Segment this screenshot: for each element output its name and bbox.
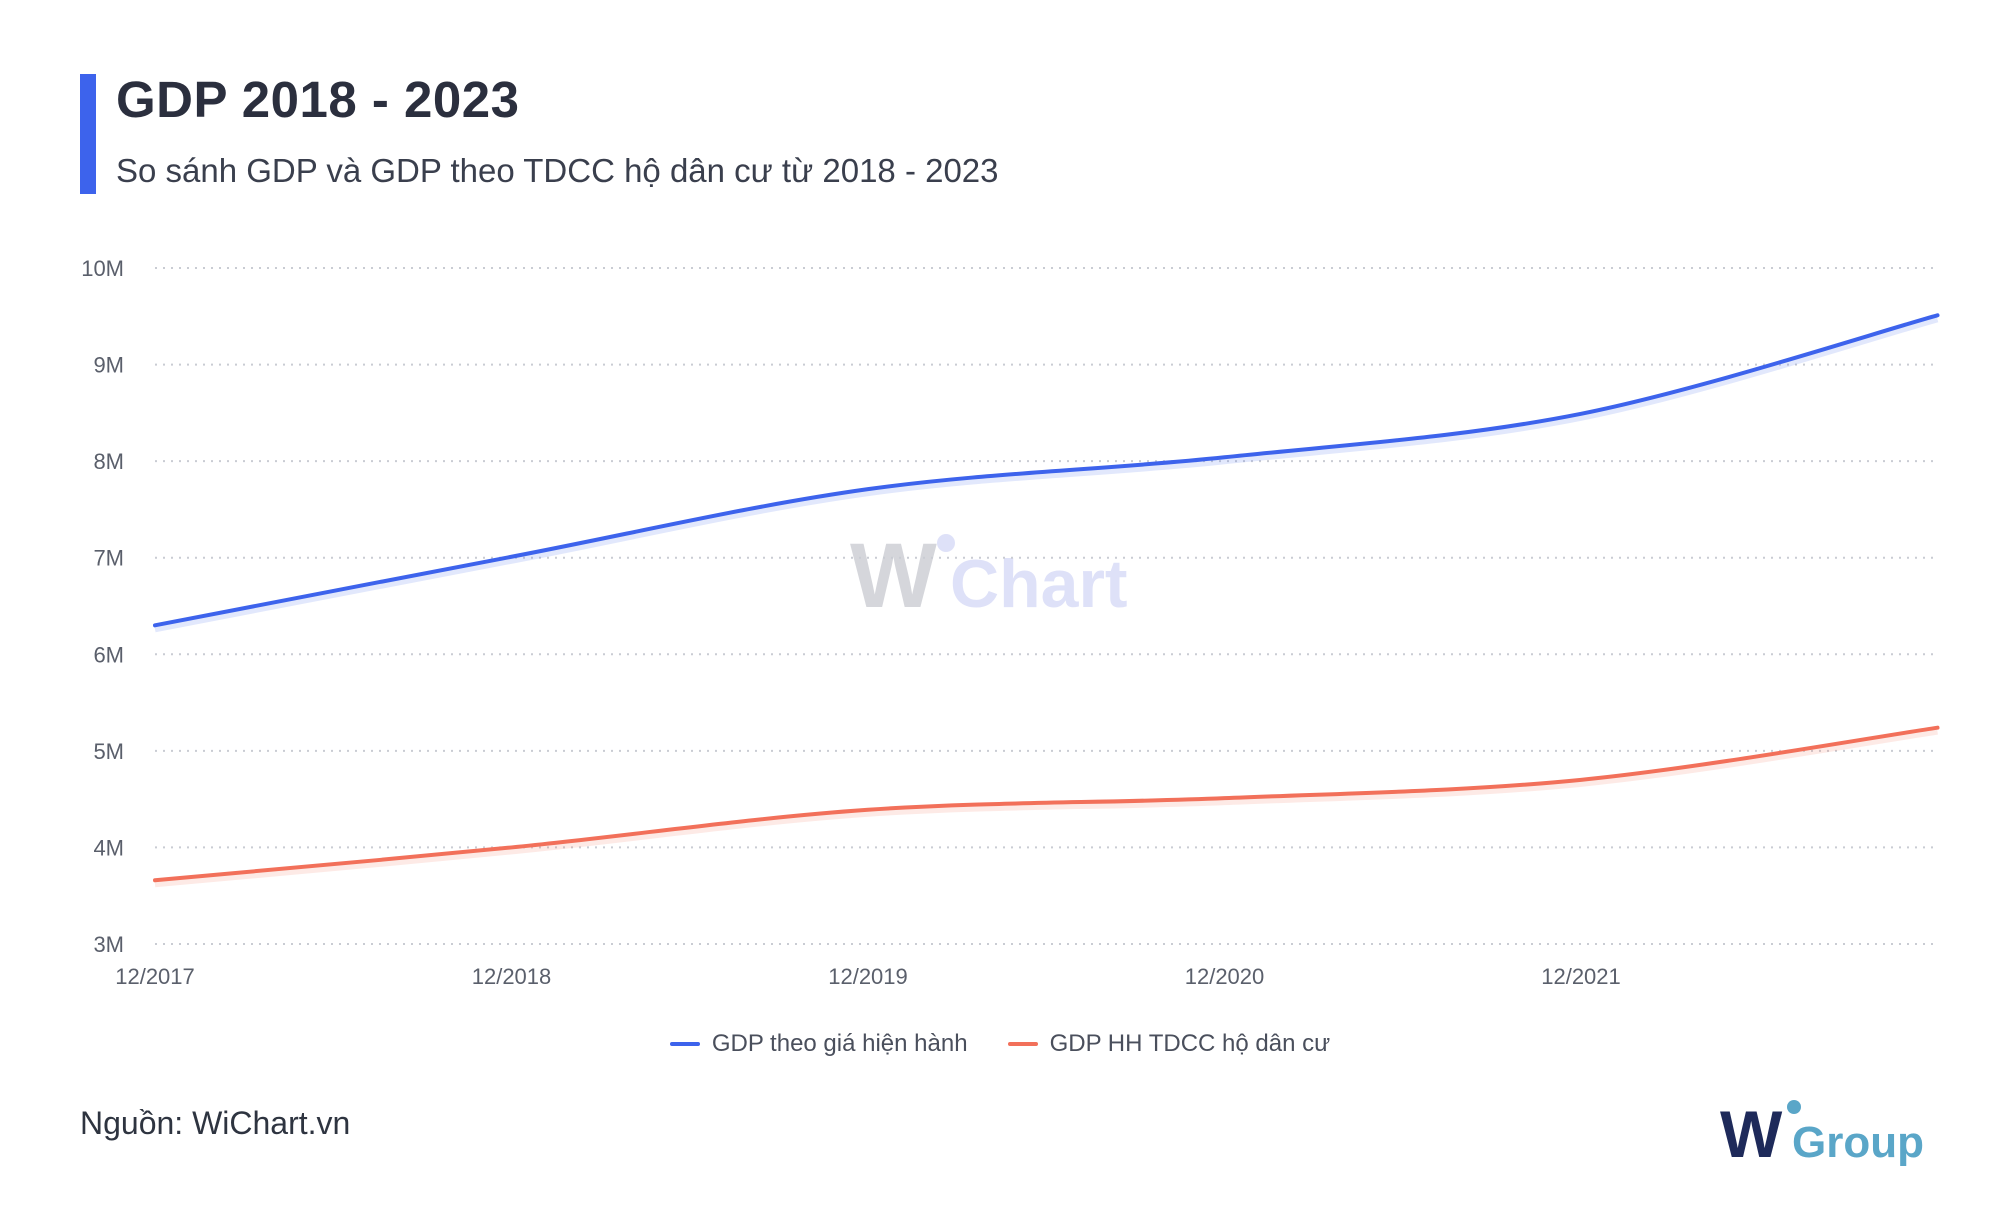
logo-dot	[1787, 1100, 1801, 1114]
series-layer	[145, 305, 1948, 890]
data-point[interactable]	[502, 837, 522, 857]
data-point[interactable]	[858, 479, 878, 499]
data-point[interactable]	[858, 800, 878, 820]
chart-subtitle: So sánh GDP và GDP theo TDCC hộ dân cư t…	[116, 152, 999, 189]
data-point[interactable]	[1215, 447, 1235, 467]
title-accent-bar	[80, 74, 96, 194]
series-line-shadow	[154, 728, 1938, 888]
legend-item[interactable]: GDP HH TDCC hộ dân cư	[1007, 1030, 1331, 1058]
x-tick-label: 12/2021	[1541, 964, 1621, 989]
x-tick-label: 12/2017	[115, 964, 195, 989]
series-line-shadow	[154, 316, 1939, 633]
data-point[interactable]	[145, 615, 165, 635]
watermark-w: W	[850, 525, 937, 625]
legend-swatch	[1007, 1042, 1038, 1046]
legend-swatch	[669, 1042, 700, 1046]
series-line-gdp-hh[interactable]	[153, 725, 1940, 883]
y-tick-label: 4M	[93, 835, 124, 860]
y-tick-label: 9M	[93, 353, 124, 378]
data-point[interactable]	[1215, 788, 1235, 808]
y-tick-label: 5M	[93, 739, 124, 764]
data-point[interactable]	[1571, 770, 1591, 790]
chart-legend: GDP theo giá hiện hành GDP HH TDCC hộ dân…	[0, 1030, 2000, 1058]
legend-item[interactable]: GDP theo giá hiện hành	[669, 1030, 968, 1058]
y-tick-label: 6M	[93, 642, 124, 667]
legend-label: GDP theo giá hiện hành	[711, 1030, 968, 1057]
data-point[interactable]	[145, 870, 165, 890]
x-tick-label: 12/2018	[472, 964, 552, 989]
x-tick-label: 12/2019	[828, 964, 908, 989]
y-tick-label: 3M	[93, 932, 124, 957]
logo-w: W	[1720, 1097, 1783, 1171]
legend-label: GDP HH TDCC hộ dân cư	[1049, 1030, 1331, 1057]
series-line-gdp[interactable]	[153, 313, 1940, 628]
x-axis-labels: 12/2017 12/2018 12/2019 12/2020 12/2021	[115, 964, 1621, 989]
watermark-dot	[937, 534, 955, 552]
grid-layer	[155, 267, 1935, 945]
data-point[interactable]	[1928, 718, 1948, 738]
x-tick-label: 12/2020	[1185, 964, 1265, 989]
y-tick-label: 7M	[93, 546, 124, 571]
data-point[interactable]	[1571, 404, 1591, 424]
y-axis-labels: 10M 9M 8M 7M 6M 5M 4M 3M	[81, 256, 124, 957]
source-text: Nguồn: WiChart.vn	[80, 1105, 351, 1141]
wigroup-logo: W Group	[1720, 1097, 1924, 1171]
y-tick-label: 8M	[93, 449, 124, 474]
logo-text: Group	[1792, 1118, 1924, 1167]
data-point[interactable]	[1928, 305, 1948, 325]
data-point[interactable]	[502, 547, 522, 567]
chart-title: GDP 2018 - 2023	[116, 71, 520, 128]
y-tick-label: 10M	[81, 256, 124, 281]
